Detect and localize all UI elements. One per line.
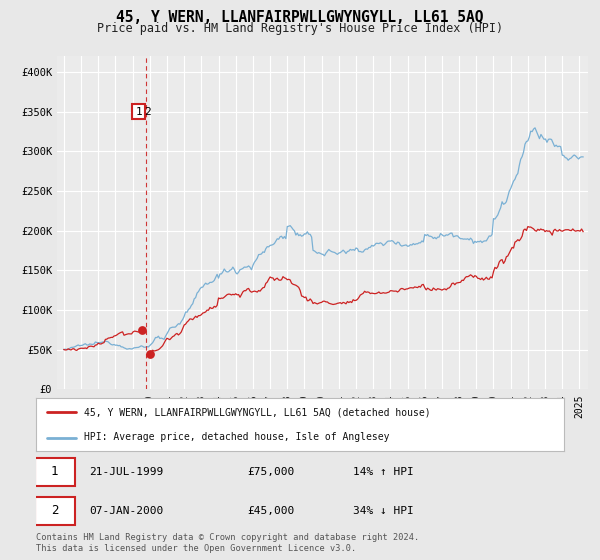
Text: 14% ↑ HPI: 14% ↑ HPI bbox=[353, 467, 413, 477]
Text: £75,000: £75,000 bbox=[247, 467, 295, 477]
Text: 34% ↓ HPI: 34% ↓ HPI bbox=[353, 506, 413, 516]
Text: HPI: Average price, detached house, Isle of Anglesey: HPI: Average price, detached house, Isle… bbox=[83, 432, 389, 442]
Point bbox=[137, 325, 147, 334]
FancyBboxPatch shape bbox=[35, 497, 74, 525]
Text: Price paid vs. HM Land Registry's House Price Index (HPI): Price paid vs. HM Land Registry's House … bbox=[97, 22, 503, 35]
Text: 2: 2 bbox=[144, 106, 151, 116]
Text: 1: 1 bbox=[51, 465, 58, 478]
Text: 07-JAN-2000: 07-JAN-2000 bbox=[89, 506, 163, 516]
FancyBboxPatch shape bbox=[35, 458, 74, 486]
Point bbox=[145, 349, 155, 358]
Text: 1: 1 bbox=[135, 106, 142, 116]
Text: 21-JUL-1999: 21-JUL-1999 bbox=[89, 467, 163, 477]
Text: 45, Y WERN, LLANFAIRPWLLGWYNGYLL, LL61 5AQ (detached house): 45, Y WERN, LLANFAIRPWLLGWYNGYLL, LL61 5… bbox=[83, 408, 430, 418]
Text: Contains HM Land Registry data © Crown copyright and database right 2024.
This d: Contains HM Land Registry data © Crown c… bbox=[36, 533, 419, 553]
Text: 2: 2 bbox=[51, 505, 58, 517]
Text: 45, Y WERN, LLANFAIRPWLLGWYNGYLL, LL61 5AQ: 45, Y WERN, LLANFAIRPWLLGWYNGYLL, LL61 5… bbox=[116, 10, 484, 25]
Text: £45,000: £45,000 bbox=[247, 506, 295, 516]
